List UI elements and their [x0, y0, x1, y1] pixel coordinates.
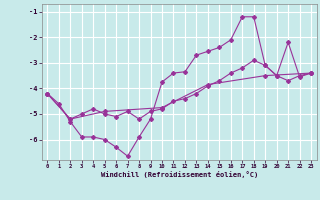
X-axis label: Windchill (Refroidissement éolien,°C): Windchill (Refroidissement éolien,°C)	[100, 171, 258, 178]
